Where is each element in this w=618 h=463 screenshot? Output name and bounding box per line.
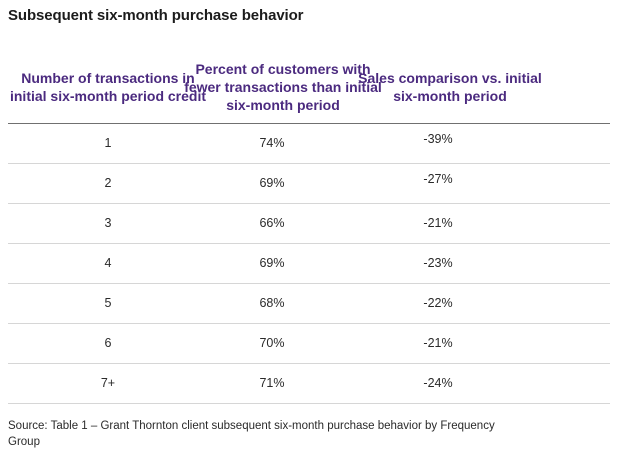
cell-percent-fewer: 74% xyxy=(259,136,285,150)
table-title: Subsequent six-month purchase behavior xyxy=(8,7,304,24)
cell-sales-comparison: -24% xyxy=(423,376,453,390)
cell-percent-fewer: 66% xyxy=(259,216,285,230)
cell-transactions: 2 xyxy=(104,176,112,190)
table-row: 6 70% -21% xyxy=(8,324,610,364)
table-row: 4 69% -23% xyxy=(8,244,610,284)
cell-transactions: 5 xyxy=(104,296,112,310)
table-row: 1 74% -39% xyxy=(8,124,610,164)
cell-sales-comparison: -22% xyxy=(423,296,453,310)
header-divider xyxy=(8,123,610,124)
table-header: Number of transactions in initial six-mo… xyxy=(8,52,610,122)
column-header-transactions: Number of transactions in initial six-mo… xyxy=(9,70,207,104)
cell-percent-fewer: 69% xyxy=(259,256,285,270)
table-row: 3 66% -21% xyxy=(8,204,610,244)
table-row: 5 68% -22% xyxy=(8,284,610,324)
cell-sales-comparison: -21% xyxy=(423,216,453,230)
cell-sales-comparison: -27% xyxy=(423,172,453,186)
column-header-percent-fewer: Percent of customers with fewer transact… xyxy=(184,61,382,113)
cell-sales-comparison: -23% xyxy=(423,256,453,270)
cell-percent-fewer: 68% xyxy=(259,296,285,310)
cell-percent-fewer: 71% xyxy=(259,376,285,390)
cell-percent-fewer: 69% xyxy=(259,176,285,190)
source-note: Source: Table 1 – Grant Thornton client … xyxy=(8,420,495,448)
cell-transactions: 7+ xyxy=(100,376,116,390)
cell-transactions: 1 xyxy=(104,136,112,150)
table-row: 2 69% -27% xyxy=(8,164,610,204)
cell-transactions: 3 xyxy=(104,216,112,230)
cell-percent-fewer: 70% xyxy=(259,336,285,350)
cell-transactions: 4 xyxy=(104,256,112,270)
table-row: 7+ 71% -24% xyxy=(8,364,610,404)
cell-sales-comparison: -39% xyxy=(423,132,453,146)
cell-transactions: 6 xyxy=(104,336,112,350)
column-header-sales-comparison: Sales comparison vs. initial six-month p… xyxy=(358,70,542,104)
cell-sales-comparison: -21% xyxy=(423,336,453,350)
table-body: 1 74% -39% 2 69% -27% 3 66% -21% 4 69% -… xyxy=(8,124,610,404)
